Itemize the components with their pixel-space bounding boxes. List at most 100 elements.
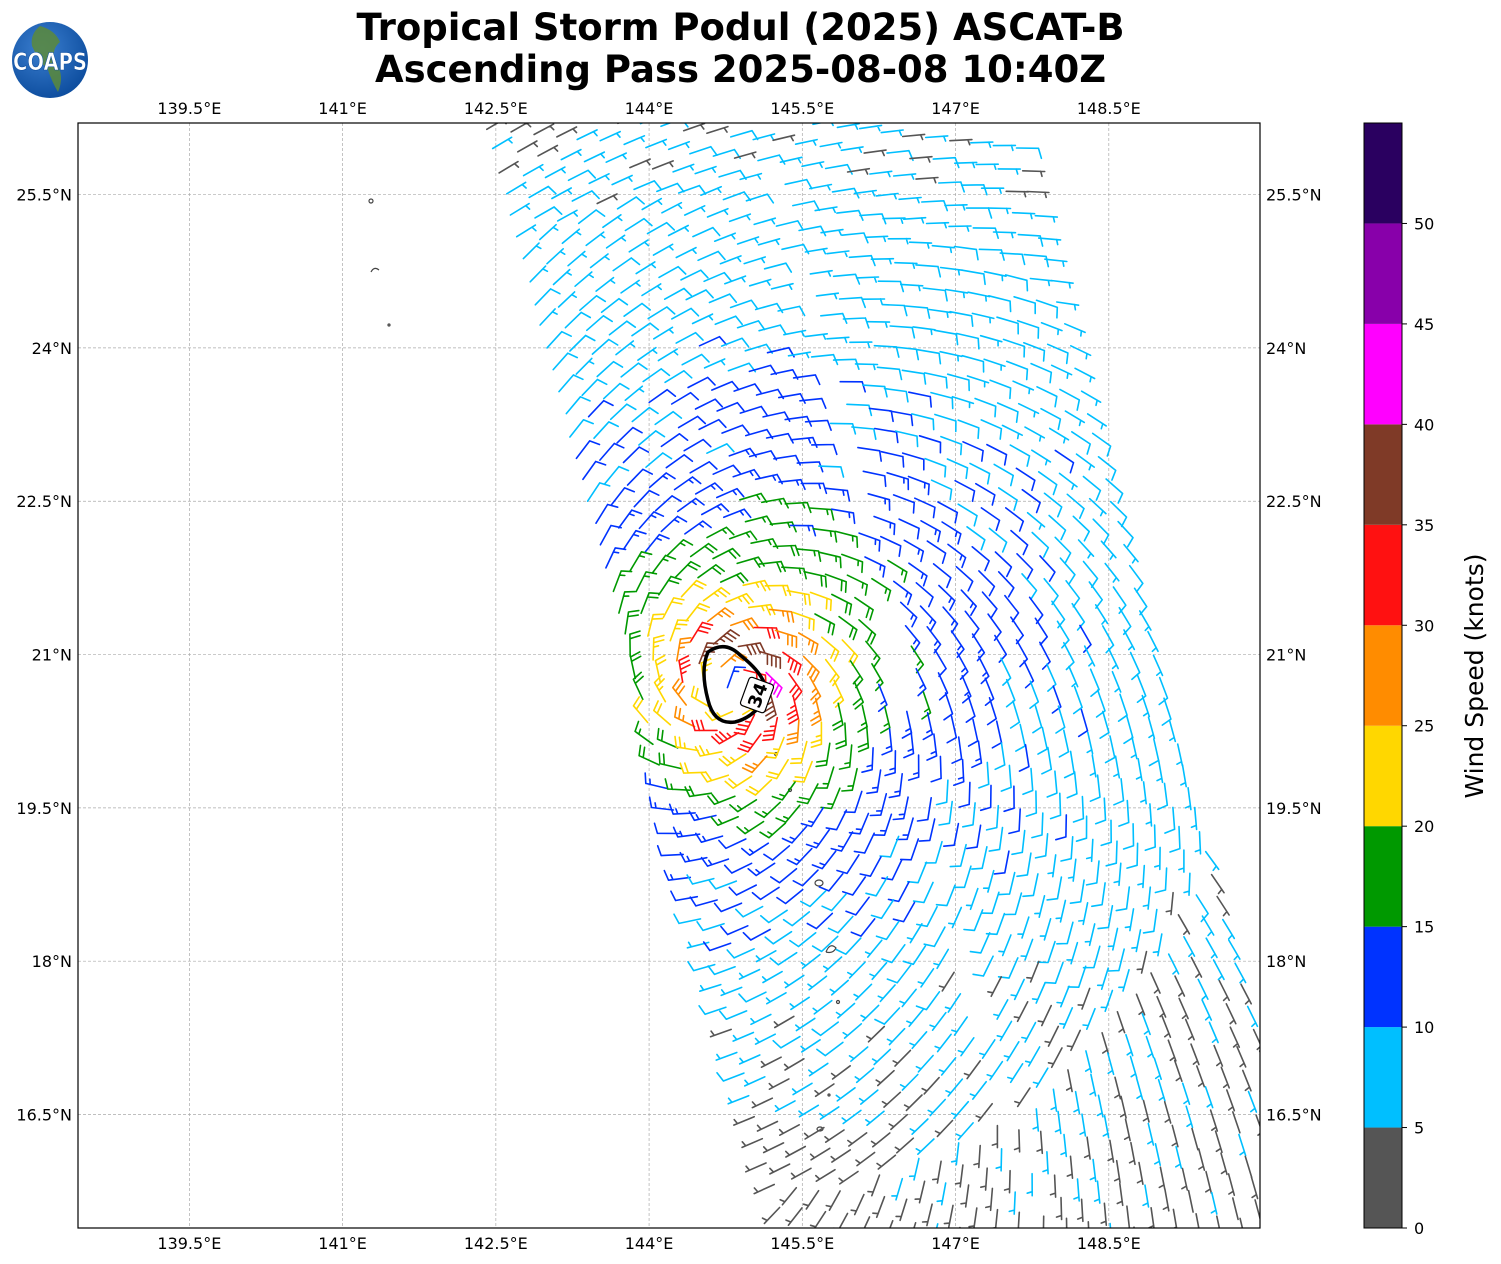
- wind-barb: [671, 307, 700, 320]
- wind-barb: [944, 288, 969, 299]
- wind-barb: [980, 419, 1003, 440]
- wind-barb: [684, 520, 712, 535]
- wind-barb: [595, 276, 616, 292]
- wind-barb: [1113, 778, 1125, 806]
- wind-barb: [881, 303, 908, 317]
- wind-barb: [848, 254, 876, 267]
- wind-barb: [648, 472, 676, 489]
- wind-barb: [1073, 1090, 1081, 1115]
- wind-barb: [726, 666, 747, 689]
- wind-barb: [988, 295, 1012, 313]
- wind-barb: [1122, 823, 1135, 850]
- wind-barb: [926, 733, 938, 761]
- wind-barb: [1022, 767, 1034, 796]
- wind-barb: [1144, 824, 1156, 852]
- wind-barb: [946, 458, 969, 480]
- wind-barb: [987, 613, 1002, 642]
- wind-barb: [954, 479, 976, 502]
- wind-barb: [855, 276, 880, 283]
- wind-barb: [1034, 833, 1049, 859]
- wind-barb: [1096, 967, 1109, 990]
- wind-barb: [1197, 978, 1209, 1000]
- wind-barb: [1005, 507, 1025, 532]
- wind-barb: [765, 432, 794, 444]
- wind-barb: [1005, 190, 1029, 198]
- wind-barb: [824, 1129, 845, 1143]
- wind-barb: [534, 288, 561, 306]
- wind-barb: [648, 796, 675, 811]
- lon-tick-label-top: 142.5°E: [464, 99, 528, 118]
- wind-barb: [954, 1164, 964, 1188]
- wind-barb: [506, 181, 527, 195]
- wind-barb: [732, 1031, 755, 1042]
- wind-barb: [840, 146, 864, 153]
- wind-barb: [758, 560, 786, 573]
- wind-barb: [1128, 1141, 1136, 1166]
- wind-barb: [819, 1106, 840, 1120]
- wind-barb: [670, 391, 700, 405]
- wind-barb: [1042, 1151, 1049, 1175]
- wind-barb: [546, 330, 572, 349]
- wind-barb: [646, 221, 676, 235]
- wind-barb: [961, 269, 986, 286]
- contour-34kt: [702, 645, 768, 725]
- wind-barb: [561, 228, 582, 245]
- wind-barb: [970, 141, 994, 148]
- wind-barb: [1072, 795, 1085, 823]
- wind-barb: [1075, 453, 1095, 471]
- wind-barb: [883, 387, 909, 403]
- wind-barb: [1096, 1094, 1104, 1118]
- wind-barb: [1177, 914, 1191, 935]
- wind-barb: [924, 457, 947, 478]
- wind-barb: [894, 261, 918, 269]
- wind-barb: [1055, 1196, 1063, 1221]
- wind-barb: [957, 419, 980, 440]
- wind-barb: [688, 810, 717, 822]
- wind-barb: [1087, 1221, 1090, 1228]
- colorbar-bin: [1364, 223, 1402, 324]
- wind-barb: [1205, 937, 1218, 959]
- wind-barb: [1040, 407, 1062, 431]
- wind-barb: [1066, 1155, 1074, 1179]
- wind-barb: [748, 278, 772, 287]
- wind-barb: [1007, 1063, 1024, 1084]
- wind-barb: [1039, 918, 1052, 941]
- wind-barb: [647, 306, 676, 320]
- wind-barb: [852, 681, 864, 710]
- wind-barb: [1229, 1026, 1241, 1048]
- wind-barb: [1023, 342, 1046, 362]
- wind-barb: [701, 503, 730, 516]
- wind-barb: [924, 135, 949, 142]
- wind-barb: [1067, 858, 1077, 882]
- wind-barb: [906, 1008, 924, 1028]
- wind-barb: [1102, 625, 1115, 654]
- wind-barb: [953, 245, 979, 261]
- colorbar-bin: [1364, 123, 1402, 224]
- wind-barb: [1031, 812, 1044, 839]
- wind-barb: [787, 351, 811, 359]
- wind-barb: [935, 779, 949, 806]
- wind-barb: [957, 503, 978, 527]
- wind-barb: [947, 543, 967, 569]
- wind-barb: [873, 515, 896, 536]
- wind-barb: [871, 1048, 891, 1066]
- wind-barb: [1142, 908, 1158, 934]
- map-frame: [77, 122, 1261, 1229]
- wind-barb: [870, 899, 895, 920]
- colorbar-bin: [1364, 1027, 1402, 1128]
- wind-barb: [877, 683, 888, 713]
- wind-barb: [644, 772, 668, 790]
- wind-barb: [1195, 894, 1209, 923]
- lat-tick-label-right: 18°N: [1266, 952, 1306, 971]
- wind-barb: [1056, 985, 1070, 1008]
- wind-barb: [962, 441, 984, 462]
- wind-barb: [954, 161, 978, 169]
- wind-barb: [966, 526, 986, 551]
- wind-barb: [1167, 1039, 1177, 1062]
- wind-barb: [901, 369, 927, 385]
- wind-barb: [730, 617, 759, 631]
- wind-barb: [758, 650, 782, 669]
- wind-barb: [1169, 825, 1181, 853]
- wind-barb: [800, 890, 827, 908]
- wind-barb: [515, 224, 537, 238]
